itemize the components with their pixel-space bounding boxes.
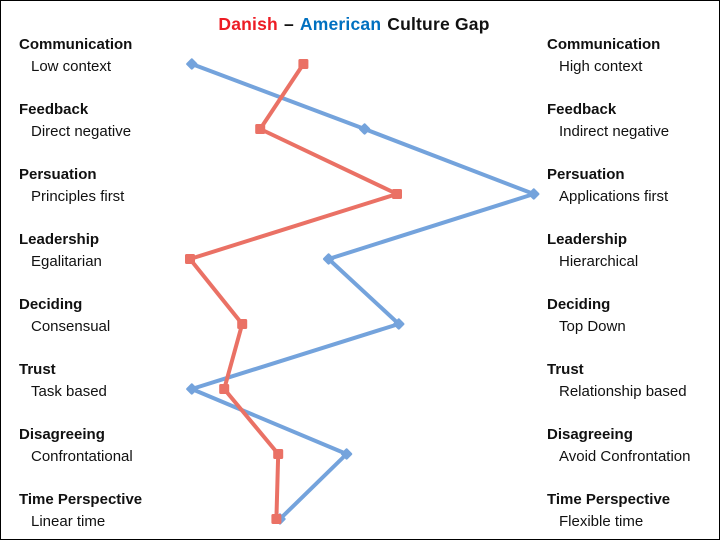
- chart-title: Danish – American Culture Gap: [1, 14, 707, 35]
- category-label: Communication: [547, 36, 661, 53]
- category-label: Deciding: [19, 296, 83, 313]
- dimension-label-block: Feedback Indirect negative: [547, 99, 669, 143]
- category-label: Leadership: [547, 231, 628, 248]
- trait-label: Direct negative: [31, 123, 132, 140]
- american-marker: [340, 448, 353, 460]
- dimension-label-block: Disagreeing Avoid Confrontation: [547, 424, 690, 468]
- title-rest: Culture Gap: [387, 14, 490, 34]
- category-label: Disagreeing: [547, 426, 633, 443]
- trait-label: Hierarchical: [559, 253, 639, 270]
- american-series-line: [189, 62, 536, 521]
- danish-series-line: [188, 62, 399, 521]
- category-label: Disagreeing: [19, 426, 105, 443]
- danish-marker: [255, 124, 266, 134]
- dimension-label-block: Disagreeing Confrontational: [19, 424, 133, 468]
- dimension-label-block: Communication High context: [547, 34, 660, 78]
- category-label: Persuation: [19, 166, 97, 183]
- category-label: Communication: [19, 36, 133, 53]
- dimension-label-block: Time Perspective Flexible time: [547, 489, 670, 533]
- american-marker: [322, 253, 335, 265]
- category-label: Time Perspective: [19, 491, 143, 508]
- trait-label: Relationship based: [559, 383, 687, 400]
- dimension-label-block: Feedback Direct negative: [19, 99, 131, 143]
- american-marker: [358, 123, 371, 135]
- danish-marker: [219, 384, 230, 394]
- trait-label: Linear time: [31, 513, 106, 530]
- trait-label: Indirect negative: [559, 123, 670, 140]
- dimension-label-block: Deciding Consensual: [19, 294, 110, 338]
- trait-label: Flexible time: [559, 513, 644, 530]
- category-label: Trust: [547, 361, 584, 378]
- dimension-label-block: Persuation Applications first: [547, 164, 668, 208]
- danish-marker: [271, 514, 282, 524]
- dimension-label-block: Trust Task based: [19, 359, 107, 403]
- category-label: Time Perspective: [547, 491, 671, 508]
- american-marker: [528, 188, 540, 200]
- american-marker: [186, 58, 198, 70]
- american-marker: [274, 513, 286, 525]
- danish-marker: [298, 59, 309, 69]
- trait-label: Low context: [31, 58, 112, 75]
- trait-label: Principles first: [31, 188, 125, 205]
- category-label: Feedback: [19, 101, 89, 118]
- danish-marker: [392, 189, 402, 199]
- american-marker: [393, 318, 405, 330]
- title-american: American: [299, 14, 382, 34]
- danish-marker: [237, 319, 248, 329]
- title-danish: Danish: [218, 14, 278, 34]
- category-label: Persuation: [547, 166, 625, 183]
- trait-label: Egalitarian: [31, 253, 102, 270]
- dimension-label-block: Trust Relationship based: [547, 359, 687, 403]
- title-separator: –: [283, 14, 294, 34]
- category-label: Deciding: [547, 296, 611, 313]
- category-label: Leadership: [19, 231, 100, 248]
- danish-marker: [185, 254, 195, 264]
- dimension-label-block: Persuation Principles first: [19, 164, 124, 208]
- danish-marker: [273, 449, 284, 459]
- trait-label: Applications first: [559, 188, 669, 205]
- dimension-label-block: Deciding Top Down: [547, 294, 626, 338]
- trait-label: Task based: [31, 383, 107, 400]
- trait-label: Avoid Confrontation: [559, 448, 691, 465]
- trait-label: Confrontational: [31, 448, 133, 465]
- category-label: Feedback: [547, 101, 617, 118]
- american-marker: [186, 383, 198, 395]
- dimension-label-block: Time Perspective Linear time: [19, 489, 142, 533]
- dimension-label-block: Communication Low context: [19, 34, 132, 78]
- trait-label: High context: [559, 58, 643, 75]
- dimension-label-block: Leadership Egalitarian: [19, 229, 102, 273]
- dimension-label-block: Leadership Hierarchical: [547, 229, 638, 273]
- trait-label: Top Down: [559, 318, 626, 335]
- trait-label: Consensual: [31, 318, 111, 335]
- category-label: Trust: [19, 361, 56, 378]
